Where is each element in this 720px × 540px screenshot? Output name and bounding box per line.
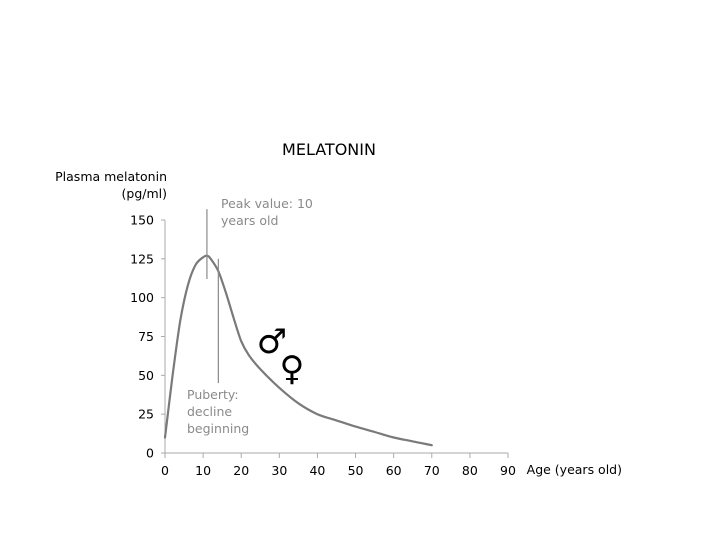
puberty-annotation-text: beginning (187, 421, 249, 436)
x-tick-label: 40 (309, 463, 325, 478)
x-tick-label: 50 (348, 463, 364, 478)
x-axis-label: Age (years old) (527, 462, 622, 477)
series-line (163, 254, 433, 447)
peak-annotation-text: years old (221, 213, 278, 228)
x-tick-label: 0 (161, 463, 169, 478)
y-tick-label: 25 (138, 407, 154, 422)
x-tick-label: 60 (386, 463, 402, 478)
peak-annotation-text: Peak value: 10 (221, 196, 313, 211)
x-tick-label: 70 (424, 463, 440, 478)
x-ticks: 0 10 20 30 40 50 60 70 80 90 (161, 453, 516, 478)
y-tick-label: 125 (130, 251, 154, 266)
y-tick-label: 150 (130, 213, 154, 228)
y-ticks: 0 25 50 75 100 125 150 (130, 213, 165, 461)
female-symbol-icon: ♀ (280, 349, 305, 389)
x-tick-label: 30 (271, 463, 287, 478)
puberty-annotation-text: decline (187, 404, 232, 419)
x-tick-label: 10 (195, 463, 211, 478)
y-tick-label: 75 (138, 329, 154, 344)
puberty-annotation-text: Puberty: (187, 387, 239, 402)
x-tick-label: 20 (233, 463, 249, 478)
annotations: Peak value: 10 years old Puberty: decline be… (187, 196, 313, 436)
chart-title: MELATONIN (282, 140, 376, 159)
y-axis-label-line2: (pg/ml) (122, 186, 167, 201)
x-tick-label: 90 (500, 463, 516, 478)
y-tick-label: 100 (130, 290, 154, 305)
male-symbol-icon: ♂ (257, 322, 287, 362)
x-tick-label: 80 (462, 463, 478, 478)
y-tick-label: 50 (138, 368, 154, 383)
y-axis-label-line1: Plasma melatonin (55, 169, 167, 184)
y-tick-label: 0 (146, 446, 154, 461)
